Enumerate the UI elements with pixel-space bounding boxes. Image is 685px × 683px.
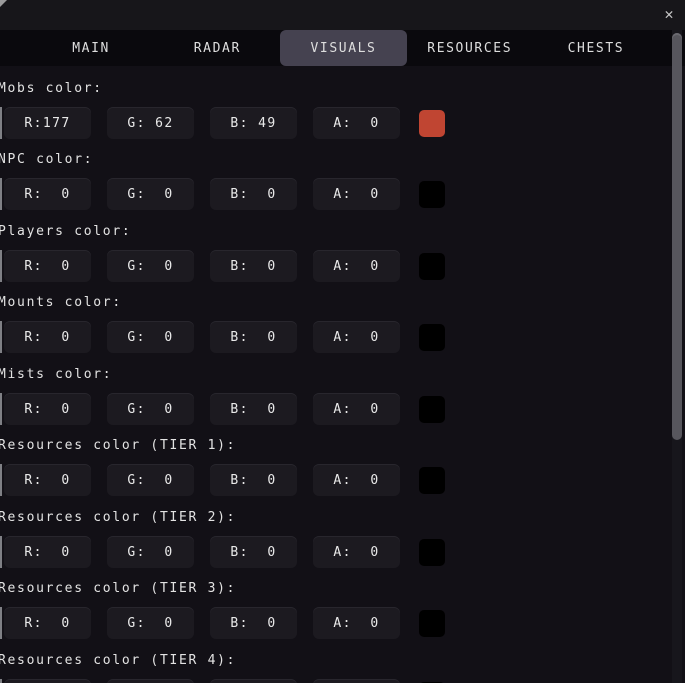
green-field[interactable]: G: 0 <box>107 250 194 282</box>
green-field[interactable]: G: 0 <box>107 464 194 496</box>
alpha-field[interactable]: A: 0 <box>313 107 400 139</box>
vertical-scrollbar[interactable] <box>672 30 682 683</box>
setting-label: Resources color (TIER 1): <box>0 438 237 453</box>
green-field[interactable]: G: 62 <box>107 107 194 139</box>
blue-field[interactable]: B: 0 <box>210 250 297 282</box>
setting-label: NPC color: <box>0 152 94 167</box>
setting-label: Mounts color: <box>0 295 122 310</box>
rgba-fields: R: 0 G: 0 B: 0 A: 0 <box>0 464 671 496</box>
color-swatch[interactable] <box>419 538 445 566</box>
rgba-fields: R: 0 G: 0 B: 0 A: 0 <box>0 321 671 353</box>
tab-bar: MAIN RADAR VISUALS RESOURCES CHESTS <box>0 30 685 66</box>
green-field[interactable]: G: 0 <box>107 607 194 639</box>
clipped-edge <box>0 536 2 568</box>
color-swatch[interactable] <box>419 323 445 351</box>
color-setting-resources-tier3: Resources color (TIER 3): R: 0 G: 0 B: 0… <box>0 582 671 639</box>
rgba-fields: R: 0 G: 0 B: 0 A: 0 <box>0 393 671 425</box>
rgba-fields: R: 0 G: 0 B: 0 A: 0 <box>0 178 671 210</box>
alpha-field[interactable]: A: 0 <box>313 321 400 353</box>
clipped-edge <box>0 321 2 353</box>
alpha-field[interactable] <box>313 679 400 683</box>
alpha-field[interactable]: A: 0 <box>313 536 400 568</box>
blue-field[interactable]: B: 0 <box>210 464 297 496</box>
setting-label: Mists color: <box>0 367 113 382</box>
alpha-field[interactable]: A: 0 <box>313 607 400 639</box>
color-setting-mobs: Mobs color: R:177 G: 62 B: 49 A: 0 <box>0 82 671 139</box>
color-swatch[interactable] <box>419 252 445 280</box>
rgba-fields: R: 0 G: 0 B: 0 A: 0 <box>0 536 671 568</box>
visuals-tab-content: Mobs color: R:177 G: 62 B: 49 A: 0 NPC c… <box>0 66 685 683</box>
blue-field[interactable]: B: 0 <box>210 178 297 210</box>
clipped-edge <box>0 607 2 639</box>
red-field[interactable]: R: 0 <box>4 464 91 496</box>
alpha-field[interactable]: A: 0 <box>313 250 400 282</box>
red-field[interactable]: R: 0 <box>4 178 91 210</box>
setting-label: Resources color (TIER 4): <box>0 653 237 668</box>
setting-label: Resources color (TIER 3): <box>0 581 237 596</box>
color-swatch[interactable] <box>419 180 445 208</box>
color-setting-mounts: Mounts color: R: 0 G: 0 B: 0 A: 0 <box>0 296 671 353</box>
red-field[interactable]: R: 0 <box>4 393 91 425</box>
color-swatch[interactable] <box>419 466 445 494</box>
rgba-fields: R:177 G: 62 B: 49 A: 0 <box>0 107 671 139</box>
clipped-edge <box>0 250 2 282</box>
blue-field[interactable]: B: 0 <box>210 607 297 639</box>
rgba-fields: R: 0 G: 0 B: 0 A: 0 <box>0 607 671 639</box>
color-setting-mists: Mists color: R: 0 G: 0 B: 0 A: 0 <box>0 368 671 425</box>
color-swatch[interactable] <box>419 681 445 683</box>
color-setting-players: Players color: R: 0 G: 0 B: 0 A: 0 <box>0 225 671 282</box>
color-swatch[interactable] <box>419 395 445 423</box>
alpha-field[interactable]: A: 0 <box>313 464 400 496</box>
color-setting-resources-tier4: Resources color (TIER 4): <box>0 654 671 683</box>
setting-label: Resources color (TIER 2): <box>0 510 237 525</box>
color-swatch[interactable] <box>419 109 445 137</box>
color-swatch[interactable] <box>419 609 445 637</box>
red-field[interactable]: R:177 <box>4 107 91 139</box>
red-field[interactable]: R: 0 <box>4 321 91 353</box>
blue-field[interactable]: B: 0 <box>210 536 297 568</box>
title-bar: ✕ <box>0 0 685 30</box>
tab-main[interactable]: MAIN <box>72 40 110 56</box>
green-field[interactable]: G: 0 <box>107 536 194 568</box>
green-field[interactable]: G: 0 <box>107 178 194 210</box>
rgba-fields <box>0 679 671 683</box>
clipped-edge <box>0 393 2 425</box>
cursor-artifact <box>0 0 7 7</box>
blue-field[interactable]: B: 0 <box>210 321 297 353</box>
green-field[interactable]: G: 0 <box>107 321 194 353</box>
red-field[interactable]: R: 0 <box>4 607 91 639</box>
close-icon[interactable]: ✕ <box>664 5 674 23</box>
color-setting-npc: NPC color: R: 0 G: 0 B: 0 A: 0 <box>0 153 671 210</box>
clipped-edge <box>0 464 2 496</box>
red-field[interactable] <box>4 679 91 683</box>
blue-field[interactable] <box>210 679 297 683</box>
green-field[interactable]: G: 0 <box>107 393 194 425</box>
tab-visuals[interactable]: VISUALS <box>280 30 407 66</box>
setting-label: Players color: <box>0 224 132 239</box>
scrollbar-thumb[interactable] <box>672 33 682 440</box>
tab-chests[interactable]: CHESTS <box>567 40 625 56</box>
blue-field[interactable]: B: 49 <box>210 107 297 139</box>
red-field[interactable]: R: 0 <box>4 250 91 282</box>
tab-resources[interactable]: RESOURCES <box>427 40 513 56</box>
clipped-edge <box>0 107 2 139</box>
rgba-fields: R: 0 G: 0 B: 0 A: 0 <box>0 250 671 282</box>
clipped-edge <box>0 679 2 683</box>
color-setting-resources-tier1: Resources color (TIER 1): R: 0 G: 0 B: 0… <box>0 439 671 496</box>
color-setting-resources-tier2: Resources color (TIER 2): R: 0 G: 0 B: 0… <box>0 511 671 568</box>
clipped-edge <box>0 178 2 210</box>
alpha-field[interactable]: A: 0 <box>313 178 400 210</box>
tab-radar[interactable]: RADAR <box>193 40 241 56</box>
setting-label: Mobs color: <box>0 81 103 96</box>
blue-field[interactable]: B: 0 <box>210 393 297 425</box>
red-field[interactable]: R: 0 <box>4 536 91 568</box>
alpha-field[interactable]: A: 0 <box>313 393 400 425</box>
green-field[interactable] <box>107 679 194 683</box>
